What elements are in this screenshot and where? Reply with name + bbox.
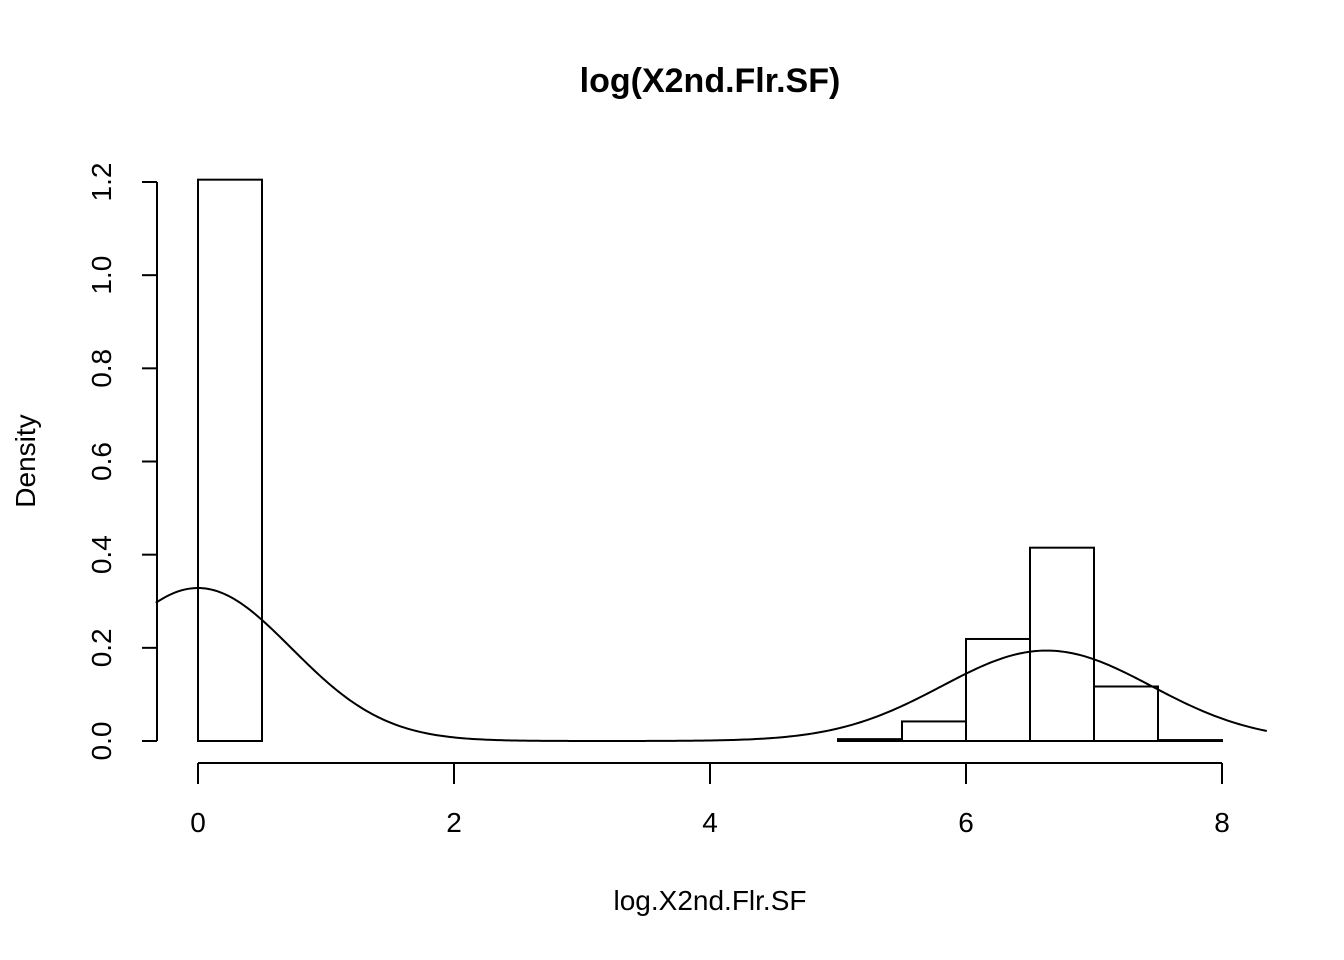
histogram-bar (1157, 739, 1223, 743)
x-axis: 0 2 4 6 8 (190, 762, 1230, 838)
chart-title: log(X2nd.Flr.SF) (580, 62, 841, 100)
y-tick-label: 1.2 (86, 163, 117, 202)
x-tick-label: 6 (958, 807, 974, 838)
x-tick-label: 8 (1214, 807, 1230, 838)
y-tick-label: 0.4 (86, 535, 117, 574)
x-tick-label: 4 (702, 807, 718, 838)
histogram-bar (1093, 685, 1159, 742)
histogram-bar (901, 720, 967, 742)
y-axis-label: Density (10, 414, 41, 507)
x-axis-label: log.X2nd.Flr.SF (614, 885, 807, 916)
x-tick-label: 0 (190, 807, 206, 838)
y-tick-label: 0.2 (86, 628, 117, 667)
histogram-bar (965, 637, 1031, 742)
y-tick-label: 0.0 (86, 722, 117, 761)
y-axis: 0.0 0.2 0.4 0.6 0.8 1.0 1.2 (86, 163, 158, 761)
histogram-bars (197, 178, 1223, 743)
x-tick-label: 2 (446, 807, 462, 838)
density-curve (155, 586, 1268, 742)
histogram-bar (197, 178, 263, 742)
histogram-bar (1029, 546, 1095, 742)
y-tick-label: 1.0 (86, 256, 117, 295)
histogram-bar (837, 738, 903, 742)
y-tick-label: 0.8 (86, 349, 117, 388)
y-tick-label: 0.6 (86, 442, 117, 481)
